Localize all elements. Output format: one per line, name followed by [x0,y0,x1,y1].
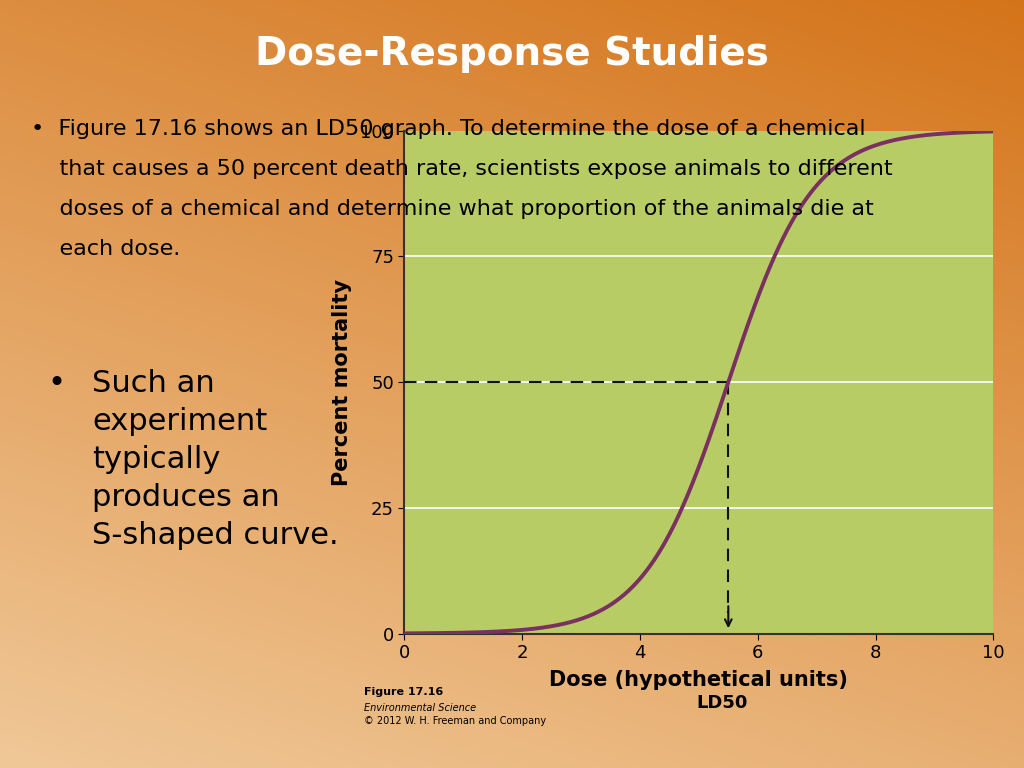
Text: Figure 17.16: Figure 17.16 [364,687,442,697]
Text: Environmental Science: Environmental Science [364,703,475,713]
Text: LD50: LD50 [696,694,749,712]
Text: Such an
experiment
typically
produces an
S-shaped curve.: Such an experiment typically produces an… [92,369,339,551]
Text: •  Figure 17.16 shows an LD50 graph. To determine the dose of a chemical: • Figure 17.16 shows an LD50 graph. To d… [31,119,865,139]
Text: each dose.: each dose. [31,239,180,259]
Text: Dose-Response Studies: Dose-Response Studies [255,35,769,72]
X-axis label: Dose (hypothetical units): Dose (hypothetical units) [550,670,848,690]
Text: •: • [47,369,66,398]
Text: doses of a chemical and determine what proportion of the animals die at: doses of a chemical and determine what p… [31,199,873,219]
Y-axis label: Percent mortality: Percent mortality [332,279,352,485]
Text: © 2012 W. H. Freeman and Company: © 2012 W. H. Freeman and Company [364,716,546,726]
Text: that causes a 50 percent death rate, scientists expose animals to different: that causes a 50 percent death rate, sci… [31,159,892,179]
